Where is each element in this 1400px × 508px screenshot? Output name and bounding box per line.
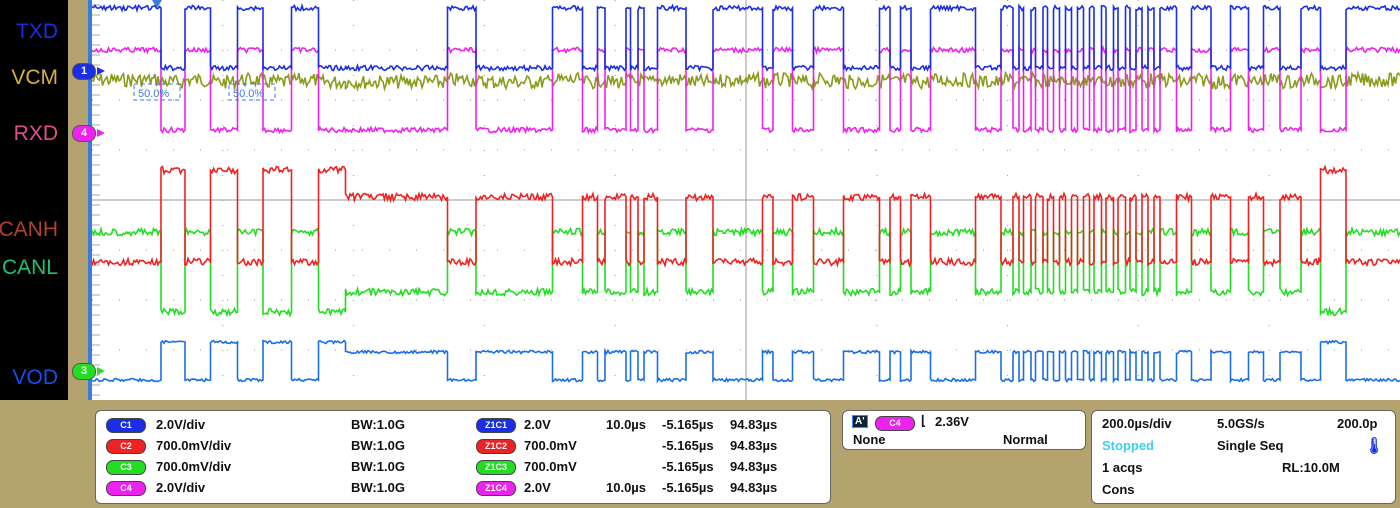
channel-labels: TXD VCM RXD CANH CANL VOD: [0, 0, 68, 400]
channel-1-marker[interactable]: 1: [72, 63, 105, 80]
channel-tag: C4: [106, 481, 146, 496]
canh-trace: [91, 164, 1400, 268]
cursor-box: [133, 83, 181, 101]
label-vcm: VCM: [11, 66, 58, 89]
channel-zoom-scale: 2.0V: [524, 480, 551, 495]
channel-zoom-scale: 700.0mV: [524, 438, 577, 453]
cursor-box: [228, 83, 276, 101]
channel-3-marker-label: 3: [80, 365, 88, 377]
channel-zoom-end: 94.83µs: [730, 459, 778, 474]
waveform-svg: 50.0% 50.0%: [91, 0, 1400, 400]
trigger-box[interactable]: A' C4 ⌊ 2.36V None Normal: [842, 410, 1086, 450]
acquisition-state: Stopped: [1102, 438, 1154, 453]
channel-zoom-scale: 700.0mV: [524, 459, 577, 474]
channel-tag: C1: [106, 418, 146, 433]
channel-zoom-tag: Z1C1: [476, 418, 516, 433]
status-panel: C1 2.0V/div BW:1.0G Z1C1 2.0V 10.0µs -5.165µs 9…: [0, 400, 1400, 508]
channel-zoom-end: 94.83µs: [730, 438, 778, 453]
channel-3-marker[interactable]: 3: [72, 363, 105, 380]
txd-trace: [91, 3, 1400, 73]
label-rxd: RXD: [13, 122, 58, 145]
channel-zoom-tag: Z1C3: [476, 460, 516, 475]
marker-strip: [68, 0, 88, 400]
thermometer-icon: 🌡: [1364, 438, 1385, 455]
channel-scale: 2.0V/div: [156, 417, 206, 432]
channel-row[interactable]: C1 2.0V/div BW:1.0G Z1C1 2.0V 10.0µs -5.165µs 9…: [96, 415, 830, 435]
channel-bw: BW:1.0G: [351, 459, 405, 474]
channel-zoom-time: 10.0µs: [606, 480, 647, 495]
waveform-plot[interactable]: 50.0% 50.0%: [91, 0, 1400, 400]
vod-trace: [91, 339, 1400, 384]
channel-zoom-time: 10.0µs: [606, 417, 647, 432]
channel-4-marker-label: 4: [80, 127, 88, 139]
channel-1-marker-label: 1: [80, 65, 88, 77]
channel-row[interactable]: C3 700.0mV/div BW:1.0G Z1C3 700.0mV -5.165µs 9…: [96, 457, 830, 477]
trigger-mode: Normal: [1003, 432, 1048, 447]
trigger-position-icon: [152, 0, 162, 8]
channel-bw: BW:1.0G: [351, 438, 405, 453]
acquisition-box: 200.0µs/div 5.0GS/s 200.0p Stopped Singl…: [1091, 410, 1396, 504]
channel-scale: 2.0V/div: [156, 480, 206, 495]
cursor-label: 50.0%: [138, 88, 169, 100]
label-txd: TXD: [16, 20, 58, 43]
trigger-tag: A': [852, 415, 868, 428]
channel-zoom-scale: 2.0V: [524, 417, 551, 432]
channel-zoom-pos: -5.165µs: [662, 480, 714, 495]
falling-edge-icon: ⌊: [921, 413, 927, 428]
acqs-count: 1 acqs: [1102, 460, 1143, 475]
sample-rate: 5.0GS/s: [1217, 416, 1265, 431]
channel-zoom-pos: -5.165µs: [662, 459, 714, 474]
channel-settings-box: C1 2.0V/div BW:1.0G Z1C1 2.0V 10.0µs -5.165µs 9…: [95, 410, 831, 504]
cons: Cons: [1102, 482, 1135, 497]
trigger-level: 2.36V: [935, 414, 969, 429]
label-canh: CANH: [0, 218, 58, 241]
channel-zoom-tag: Z1C4: [476, 481, 516, 496]
channel-row[interactable]: C4 2.0V/div BW:1.0G Z1C4 2.0V 10.0µs -5.165µs 9…: [96, 478, 830, 498]
label-canl: CANL: [1, 256, 58, 279]
channel-bw: BW:1.0G: [351, 417, 405, 432]
acquisition-mode: Single Seq: [1217, 438, 1284, 453]
resolution: 200.0p: [1337, 416, 1378, 431]
channel-scale: 700.0mV/div: [156, 459, 232, 474]
trigger-source: C4: [875, 416, 915, 431]
channel-bw: BW:1.0G: [351, 480, 405, 495]
plot-edge: [88, 0, 92, 400]
channel-zoom-pos: -5.165µs: [662, 438, 714, 453]
channel-scale: 700.0mV/div: [156, 438, 232, 453]
channel-tag: C3: [106, 460, 146, 475]
record-length: RL:10.0M: [1282, 460, 1340, 475]
channel-tag: C2: [106, 439, 146, 454]
timebase: 200.0µs/div: [1102, 416, 1172, 431]
channel-zoom-tag: Z1C2: [476, 439, 516, 454]
cursor-label: 50.0%: [233, 88, 264, 100]
channel-zoom-pos: -5.165µs: [662, 417, 714, 432]
channel-row[interactable]: C2 700.0mV/div BW:1.0G Z1C2 700.0mV -5.165µs 9…: [96, 436, 830, 456]
trigger-coupling: None: [853, 432, 886, 447]
channel-4-marker[interactable]: 4: [72, 125, 105, 142]
label-vod: VOD: [12, 366, 58, 389]
channel-zoom-end: 94.83µs: [730, 417, 778, 432]
channel-zoom-end: 94.83µs: [730, 480, 778, 495]
